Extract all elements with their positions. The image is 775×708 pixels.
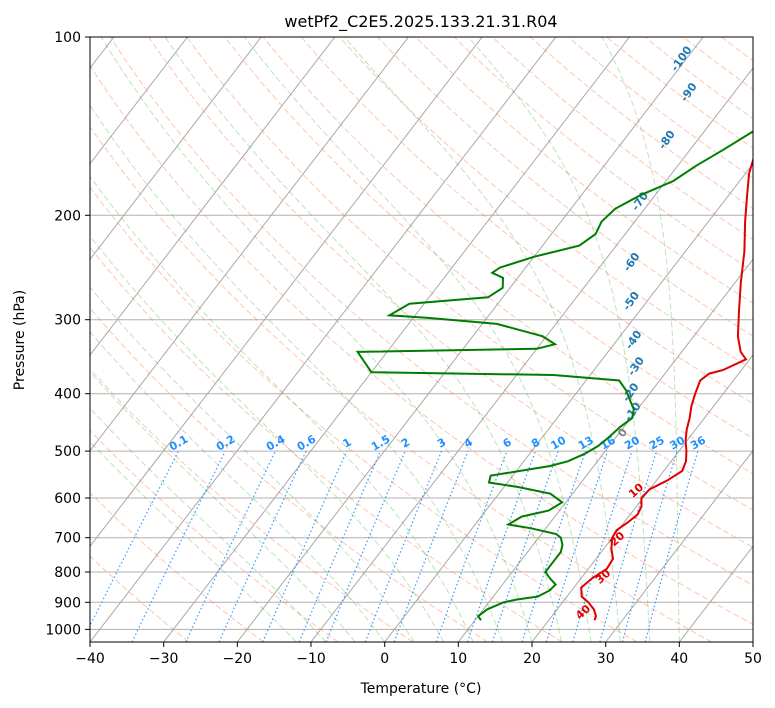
dry-adiabat-line	[186, 37, 753, 511]
chart-title: wetPf2_C2E5.2025.133.21.31.R04	[284, 12, 557, 32]
mixing-ratio-line	[644, 450, 699, 642]
moist-adiabat-line	[100, 37, 533, 642]
isotherm-line	[90, 37, 409, 452]
isotherm-line	[457, 258, 753, 642]
mixing-ratio-line	[298, 450, 382, 642]
dry-adiabat-line	[339, 37, 753, 371]
mixing-ratio-line	[491, 450, 559, 642]
dry-adiabat-line	[224, 37, 753, 475]
dewpoint-profile-line	[355, 130, 753, 621]
moist-adiabat-line	[90, 440, 297, 642]
moist-adiabat-line	[244, 37, 592, 642]
pressure-gridlines	[90, 37, 753, 630]
y-tick-label: 800	[54, 565, 81, 581]
dry-adiabat-line	[300, 37, 753, 405]
moist-adiabat-line	[90, 286, 415, 642]
x-axis-label: Temperature (°C)	[360, 681, 482, 697]
y-axis-label: Pressure (hPa)	[12, 290, 28, 390]
dry-adiabat-line	[262, 37, 753, 439]
mixing-ratio-line	[466, 450, 537, 642]
moist-adiabat-line	[601, 37, 680, 642]
moist-adiabat-line	[90, 104, 503, 642]
moist-adiabat-line	[90, 371, 356, 642]
mixing-ratio-line	[131, 450, 226, 642]
dry-adiabat-line	[90, 429, 339, 642]
dry-adiabat-line	[415, 37, 753, 304]
y-tick-label: 700	[54, 531, 81, 547]
y-tick-label: 600	[54, 491, 81, 507]
y-tick-label: 200	[54, 208, 81, 224]
mixing-ratio-line	[621, 450, 678, 642]
mixing-ratio-line	[185, 450, 276, 642]
isotherm-line	[605, 449, 753, 642]
y-tick-label: 400	[54, 387, 81, 403]
dry-adiabat-line	[606, 37, 753, 149]
isotherm-line	[236, 37, 704, 642]
dry-adiabat-line	[453, 37, 753, 272]
dry-adiabat-line	[109, 37, 753, 586]
isotherm-line	[310, 67, 753, 642]
mixing-ratio-line	[545, 450, 609, 642]
x-tick-label: −30	[149, 651, 179, 667]
mixing-ratio-line	[521, 450, 587, 642]
skewed-isotherms	[90, 37, 753, 642]
mixing-ratio-line	[218, 450, 307, 642]
isotherm-line	[90, 37, 483, 548]
y-axis-ticks: 100 200 300 400 500 600 700 800 900 1000	[45, 30, 90, 638]
dry-adiabat-line	[90, 246, 563, 642]
x-tick-label: 40	[670, 651, 688, 667]
mixing-ratio-line	[572, 450, 633, 642]
dry-adiabat-line	[90, 368, 414, 642]
isotherm-line	[90, 37, 557, 642]
y-tick-label: 500	[54, 444, 81, 460]
x-axis-ticks: −40 −30 −20 −10 0 10 20 30 40 50	[75, 642, 762, 667]
y-tick-label: 300	[54, 313, 81, 329]
moist-adiabat-line	[90, 235, 445, 642]
moist-adiabat-line	[90, 175, 474, 642]
y-tick-label: 1000	[45, 622, 81, 638]
y-tick-label: 100	[54, 30, 81, 46]
moist-adiabat-line	[468, 37, 651, 642]
dry-adiabats	[90, 37, 753, 642]
x-tick-label: −40	[75, 651, 105, 667]
x-tick-label: 50	[744, 651, 762, 667]
x-tick-label: 30	[597, 651, 615, 667]
y-tick-label: 900	[54, 595, 81, 611]
moist-adiabat-line	[90, 330, 386, 642]
plot-frame	[89, 36, 754, 643]
dry-adiabat-line	[90, 186, 638, 642]
x-tick-label: −20	[223, 651, 253, 667]
x-tick-label: 0	[380, 651, 389, 667]
mixing-ratio-line	[599, 450, 658, 642]
dry-adiabat-line	[148, 37, 753, 548]
dry-adiabat-line	[568, 37, 753, 179]
isotherm-line	[163, 37, 630, 642]
dry-adiabat-line	[90, 307, 488, 642]
temperature-profile-line	[580, 156, 753, 621]
isotherm-line	[90, 37, 262, 261]
mixing-ratio-lines	[90, 450, 699, 642]
x-tick-label: −10	[296, 651, 326, 667]
isotherm-line	[384, 162, 753, 642]
x-tick-label: 10	[449, 651, 467, 667]
dry-adiabat-line	[90, 492, 264, 642]
x-tick-label: 20	[523, 651, 541, 667]
isotherm-line	[531, 354, 753, 642]
moist-adiabat-line	[90, 407, 327, 642]
moist-adiabats	[90, 37, 680, 642]
dry-adiabat-line	[377, 37, 753, 337]
moist-adiabat-line	[343, 37, 621, 642]
isotherm-line	[90, 37, 336, 356]
isotherm-line	[90, 37, 188, 165]
mixing-ratio-line	[325, 450, 406, 642]
dry-adiabat-line	[90, 125, 712, 642]
